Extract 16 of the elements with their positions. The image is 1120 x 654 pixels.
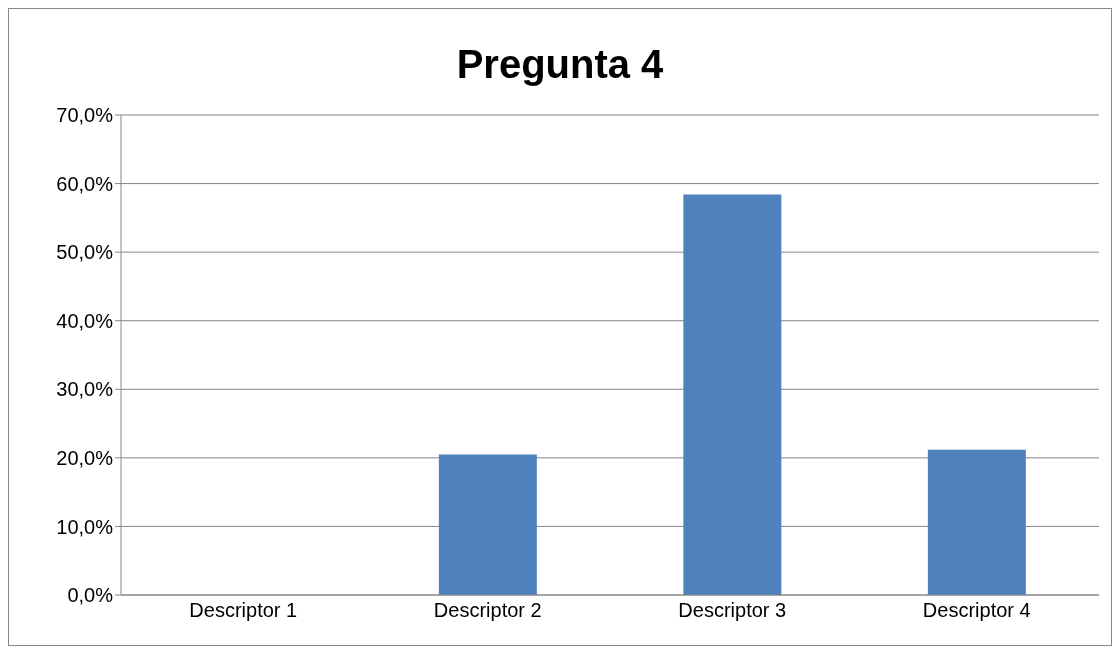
y-tick-label: 50,0%	[56, 241, 114, 264]
y-tick-label: 30,0%	[56, 378, 114, 401]
bar	[683, 194, 782, 595]
x-tick-label: Descriptor 3	[678, 599, 787, 622]
y-tick-label: 10,0%	[56, 515, 114, 538]
bar	[927, 449, 1026, 595]
y-tick-label: 40,0%	[56, 309, 114, 332]
chart-title: Pregunta 4	[455, 40, 665, 88]
y-tick-label: 20,0%	[56, 446, 114, 469]
y-tick-label: 60,0%	[56, 172, 114, 195]
x-tick-label: Descriptor 2	[433, 599, 542, 622]
y-tick-label: 70,0%	[56, 104, 114, 127]
x-tick-label: Descriptor 1	[189, 599, 298, 622]
x-tick-label: Descriptor 4	[922, 599, 1031, 622]
y-tick-label: 0,0%	[67, 584, 114, 607]
bar	[438, 454, 537, 595]
